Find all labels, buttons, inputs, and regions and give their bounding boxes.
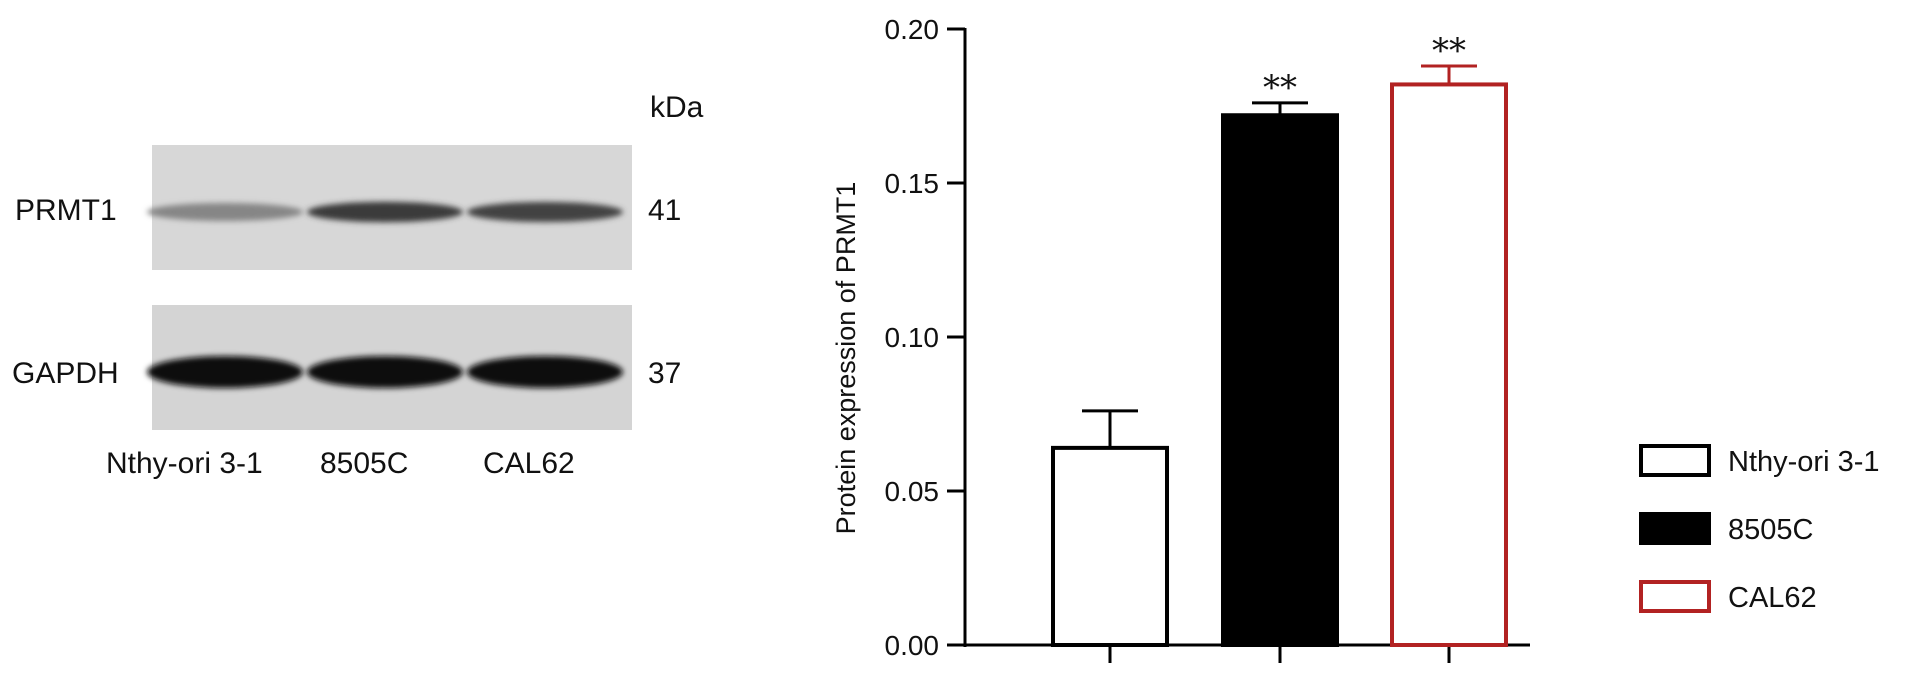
kda-unit-label: kDa [650,91,704,124]
band-prmt1-lane-3 [467,201,623,223]
legend: Nthy-ori 3-1 8505C CAL62 [1639,444,1880,614]
band-prmt1-lane-1 [147,202,303,222]
band-gapdh-lane-2 [307,356,463,388]
bar-8505c [1221,113,1339,648]
kda-label-prmt1: 41 [648,194,681,227]
legend-swatch-nthy-ori-3-1 [1639,444,1711,477]
legend-swatch-cal62 [1639,580,1711,613]
significance-cal62: ** [1432,31,1466,71]
y-tick-label: 0.15 [885,168,940,199]
y-axis-label: Protein expression of PRMT1 [831,182,861,535]
legend-label-nthy-ori-3-1: Nthy-ori 3-1 [1728,446,1880,478]
protein-label-prmt1: PRMT1 [15,194,117,227]
bar-chart: 0.00 0.05 0.10 0.15 0.20 ** ** Protein expres… [831,14,1530,663]
lane-label-8505c: 8505C [320,447,408,480]
western-blot: kDa PRMT1 41 GAPDH 37 Nthy-ori 3-1 8505C… [12,91,704,480]
legend-label-8505c: 8505C [1728,514,1813,546]
y-tick-label: 0.20 [885,14,940,45]
y-tick-label: 0.10 [885,322,940,353]
significance-8505c: ** [1263,68,1297,108]
kda-label-gapdh: 37 [648,357,681,390]
band-gapdh-lane-3 [467,356,623,388]
legend-label-cal62: CAL62 [1728,582,1817,614]
y-tick-label: 0.05 [885,476,940,507]
bar-nthy-ori-3-1 [1051,445,1169,647]
y-tick-label: 0.00 [885,630,940,661]
band-prmt1-lane-2 [307,201,463,223]
lane-label-nthy: Nthy-ori 3-1 [106,447,263,480]
blot-bands [147,201,623,388]
x-axis [964,643,1530,663]
bar-cal62 [1390,82,1508,647]
lane-label-cal62: CAL62 [483,447,575,480]
band-gapdh-lane-1 [147,356,303,388]
y-axis: 0.00 0.05 0.10 0.15 0.20 [885,14,967,661]
legend-swatch-8505c [1639,512,1711,545]
bars: ** ** [1051,31,1508,648]
protein-label-gapdh: GAPDH [12,357,119,390]
